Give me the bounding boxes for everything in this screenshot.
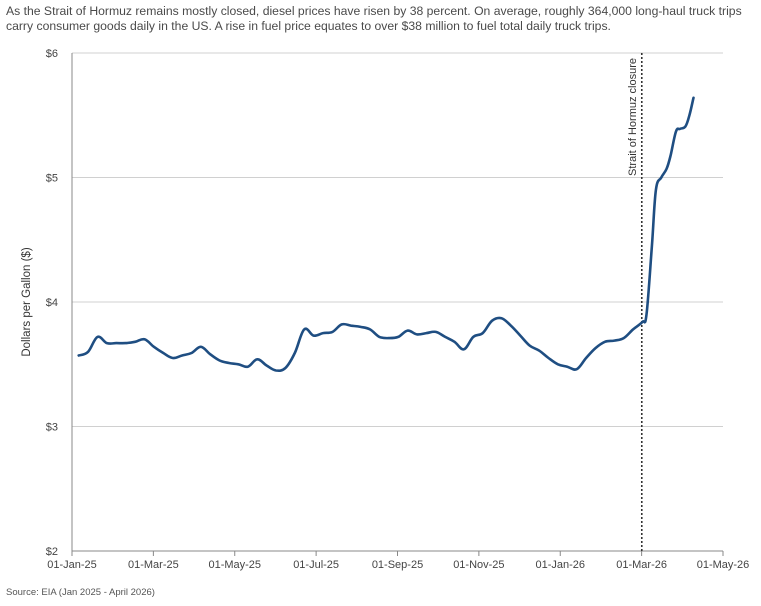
y-tick-label: $5 [46,173,58,185]
series-layer [77,96,695,373]
x-tick-label: 01-May-25 [208,559,261,571]
x-tick-label: 01-Nov-25 [453,559,504,571]
diesel-price-line [77,96,695,373]
chart-subtitle: As the Strait of Hormuz remains mostly c… [6,4,742,33]
y-tick-label: $6 [46,48,58,60]
gridlines [72,52,723,427]
x-tick-label: 01-Mar-26 [616,559,667,571]
y-tick-label: $2 [46,546,58,558]
y-tick-label: $4 [46,297,58,309]
x-tick-label: 01-Jul-25 [293,559,339,571]
annotation-label: Strait of Hormuz closure [627,58,639,176]
x-tick-label: 01-Jan-25 [47,559,97,571]
source-note: Source: EIA (Jan 2025 - April 2026) [6,587,155,598]
x-tick-label: 01-Mar-25 [128,559,179,571]
axes: $2 $3 $4 $5 $6 01-Jan-25 01-Mar-25 01-May-25 01-… [46,48,750,571]
x-tick-label: 01-Jan-26 [535,559,585,571]
y-axis-label: Dollars per Gallon ($) [21,247,33,356]
x-tick-label: 01-May-26 [697,559,750,571]
annotations: Strait of Hormuz closure [627,53,643,551]
x-tick-label: 01-Sep-25 [372,559,423,571]
y-tick-label: $3 [46,422,58,434]
